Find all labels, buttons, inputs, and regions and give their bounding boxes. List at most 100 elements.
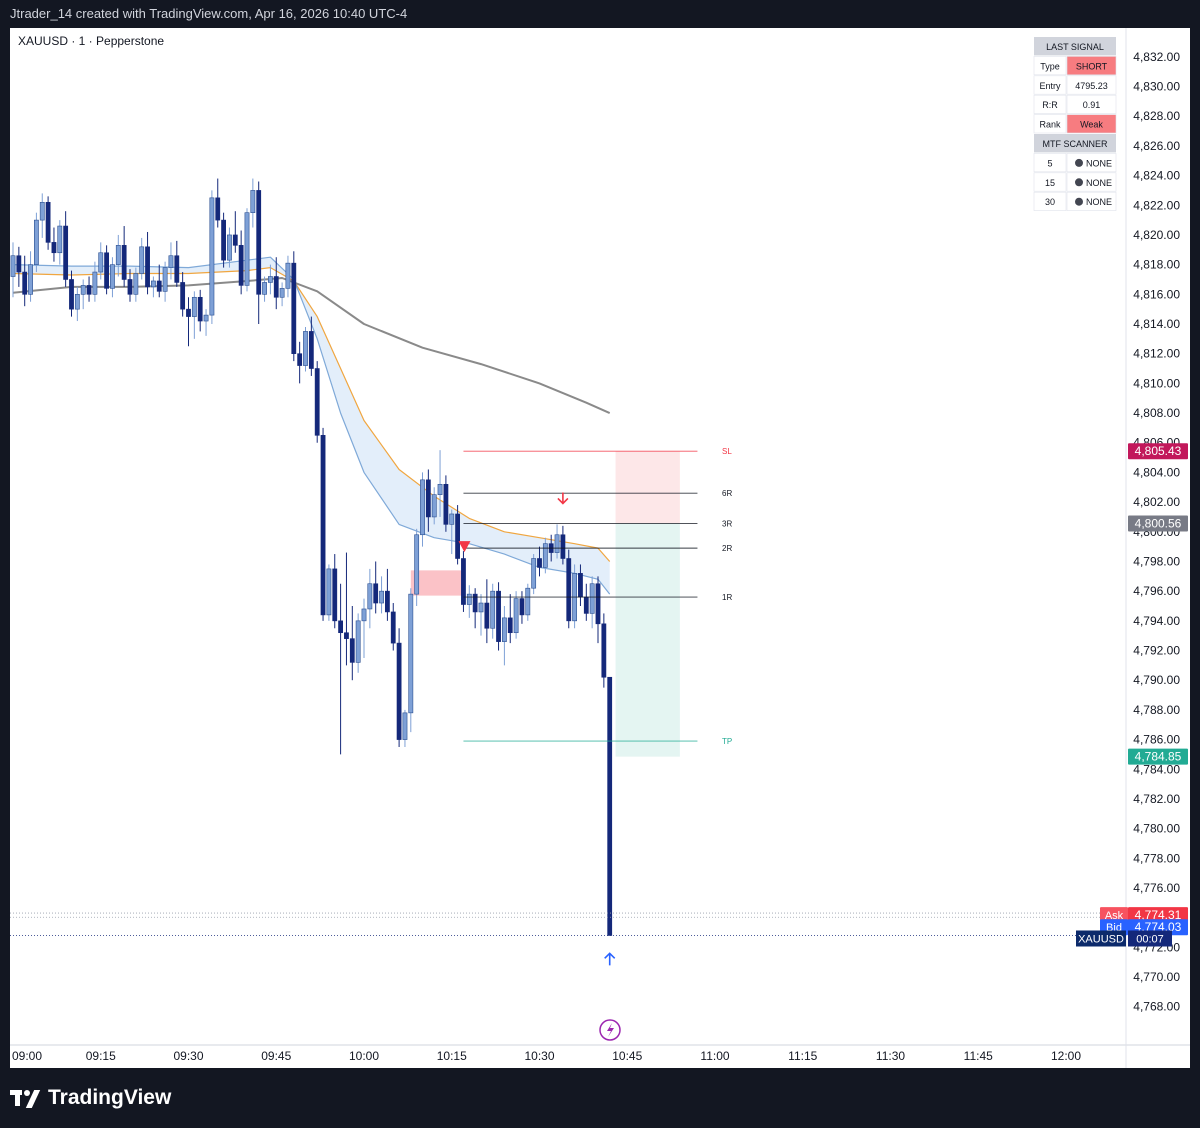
table-row-value: SHORT bbox=[1076, 61, 1108, 71]
candle bbox=[490, 583, 496, 639]
candle-body bbox=[10, 255, 16, 277]
candle bbox=[86, 276, 92, 302]
candle-body bbox=[554, 534, 560, 553]
price-tag-value: 4,805.43 bbox=[1135, 444, 1182, 458]
candle bbox=[496, 582, 501, 651]
short-signal-arrow-icon bbox=[557, 492, 569, 505]
candle-body bbox=[566, 558, 572, 622]
candle-body bbox=[256, 190, 262, 295]
y-tick-label: 4,794.00 bbox=[1133, 614, 1180, 628]
level-label-6r: 6R bbox=[722, 489, 732, 498]
y-tick-label: 4,796.00 bbox=[1133, 584, 1180, 598]
candle bbox=[115, 234, 121, 277]
candle bbox=[69, 270, 74, 317]
candle bbox=[338, 583, 343, 755]
candle-body bbox=[145, 246, 150, 288]
x-tick-label: 12:00 bbox=[1051, 1049, 1081, 1063]
y-tick-label: 4,826.00 bbox=[1133, 139, 1180, 153]
candle bbox=[221, 212, 226, 268]
x-tick-label: 11:30 bbox=[876, 1049, 905, 1063]
price-tag-value: 4,774.31 bbox=[1135, 908, 1182, 922]
x-tick-label: 10:30 bbox=[524, 1049, 554, 1063]
y-tick-label: 4,784.00 bbox=[1133, 762, 1180, 776]
status-dot-icon bbox=[1075, 197, 1083, 206]
candle-body bbox=[379, 590, 384, 604]
status-dot-icon bbox=[1075, 158, 1083, 167]
y-tick-label: 4,816.00 bbox=[1133, 287, 1180, 301]
candle-body bbox=[595, 583, 601, 625]
candle-body bbox=[431, 494, 437, 518]
candle-body bbox=[402, 712, 408, 740]
candle bbox=[308, 316, 314, 376]
price-tag: 4,800.56 bbox=[1128, 515, 1188, 532]
table-row-value: Weak bbox=[1080, 120, 1103, 130]
candle-body bbox=[496, 590, 501, 642]
candle bbox=[525, 583, 531, 621]
candle bbox=[431, 487, 437, 525]
table-row-label: Entry bbox=[1039, 81, 1061, 91]
candle-body bbox=[28, 264, 33, 295]
candle bbox=[537, 546, 542, 577]
candle-body bbox=[197, 296, 203, 322]
level-label-2r: 2R bbox=[722, 544, 732, 553]
y-tick-label: 4,790.00 bbox=[1133, 673, 1180, 687]
x-tick-label: 11:00 bbox=[700, 1049, 729, 1063]
candle-body bbox=[115, 245, 121, 265]
candle bbox=[180, 272, 186, 317]
candle bbox=[583, 583, 589, 621]
candle-body bbox=[98, 252, 104, 273]
candle bbox=[151, 276, 156, 298]
y-tick-label: 4,788.00 bbox=[1133, 703, 1180, 717]
candle-body bbox=[174, 255, 180, 283]
price-tag: 4,805.43 bbox=[1128, 443, 1188, 460]
countdown-text: 00:07 bbox=[1136, 933, 1164, 945]
candle-body bbox=[104, 252, 109, 289]
candle bbox=[57, 220, 63, 265]
indicator-layer bbox=[12, 256, 611, 595]
candle-body bbox=[472, 593, 478, 613]
price-tag: 4,784.85 bbox=[1128, 748, 1188, 765]
candle-body bbox=[16, 255, 22, 273]
markers-layer bbox=[458, 492, 616, 966]
candle bbox=[478, 594, 484, 636]
candle-body bbox=[326, 568, 332, 616]
candle bbox=[379, 576, 384, 614]
x-tick-label: 11:15 bbox=[788, 1049, 817, 1063]
candle bbox=[262, 276, 267, 302]
candle-body bbox=[303, 331, 308, 366]
candle-body bbox=[110, 264, 115, 289]
x-tick-label: 10:00 bbox=[349, 1049, 379, 1063]
candle-body bbox=[22, 271, 28, 295]
candle-body bbox=[501, 617, 507, 642]
candle bbox=[355, 613, 361, 673]
candle bbox=[349, 606, 355, 681]
candle-body bbox=[273, 276, 279, 298]
candle-body bbox=[437, 483, 443, 495]
candle-body bbox=[490, 590, 496, 629]
x-tick-label: 10:45 bbox=[612, 1049, 642, 1063]
candle-body bbox=[285, 262, 291, 289]
candle bbox=[320, 427, 326, 621]
y-tick-label: 4,822.00 bbox=[1133, 198, 1180, 212]
candle bbox=[74, 286, 80, 322]
candle bbox=[390, 603, 396, 651]
ema-band bbox=[13, 257, 610, 595]
tradingview-logo[interactable]: TradingView bbox=[10, 1086, 171, 1110]
candle-body bbox=[519, 598, 525, 616]
replay-icon[interactable] bbox=[599, 1019, 621, 1041]
candle bbox=[554, 524, 560, 559]
price-tag-value: 4,784.85 bbox=[1135, 750, 1182, 764]
chart-panel[interactable]: SL 6R 3R 2R 1R TP 4,768.00 4,770.00 4,772.00 4,7… bbox=[10, 28, 1190, 1068]
candle bbox=[191, 291, 197, 339]
candle-body bbox=[390, 611, 396, 644]
candle bbox=[572, 564, 577, 629]
table-row-label: Type bbox=[1040, 61, 1060, 71]
candle bbox=[197, 289, 203, 332]
x-tick-label: 10:15 bbox=[437, 1049, 467, 1063]
axes-layer: 4,768.004,770.004,772.004,774.004,776.00… bbox=[10, 28, 1190, 1068]
candle-body bbox=[578, 573, 583, 598]
candle bbox=[127, 269, 133, 302]
x-tick-label: 09:00 bbox=[12, 1049, 42, 1063]
candle-body bbox=[250, 190, 256, 213]
